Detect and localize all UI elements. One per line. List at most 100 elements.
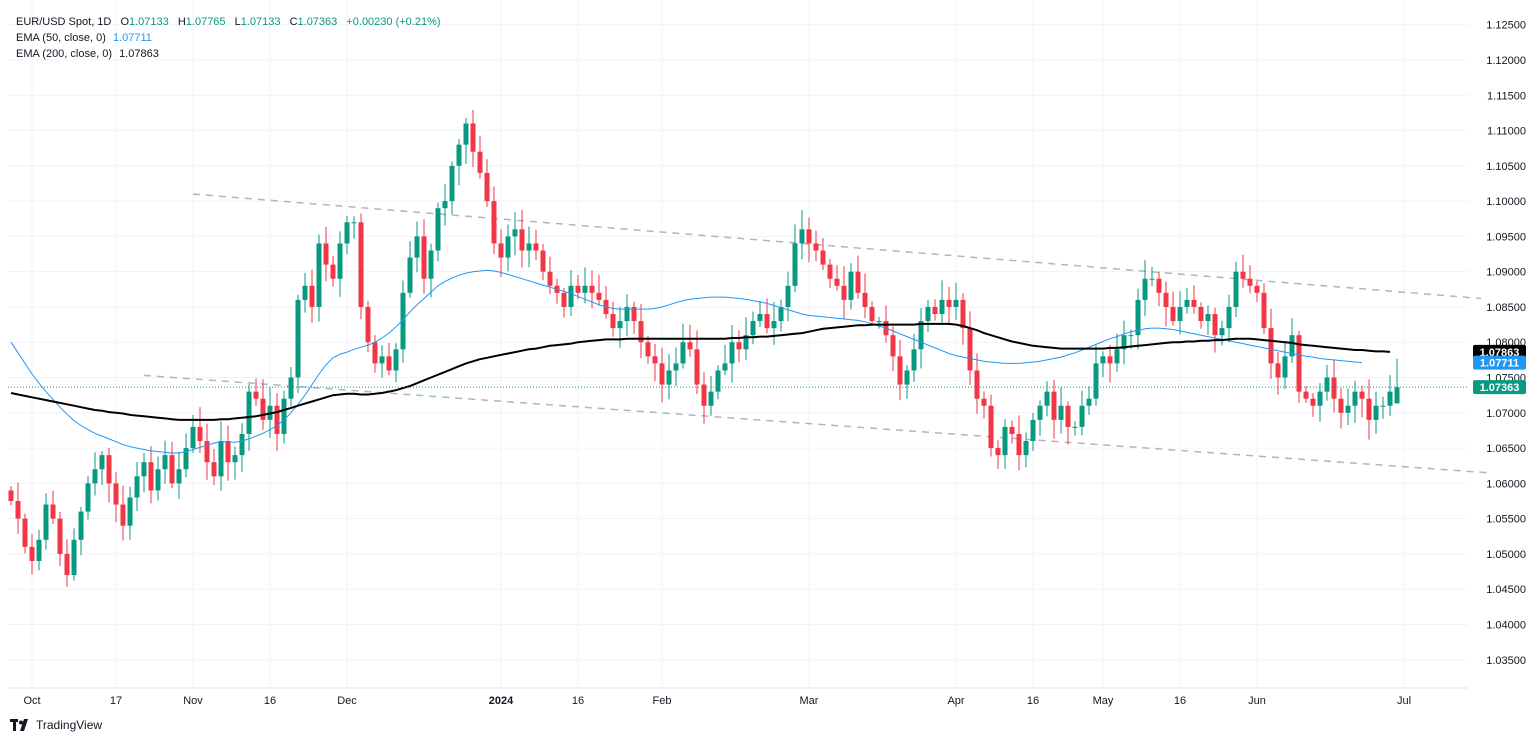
tradingview-logo[interactable]: TradingView	[10, 718, 102, 732]
candle-down	[652, 356, 658, 364]
candle-down	[869, 306, 875, 322]
candle-up	[1114, 349, 1120, 364]
candle-down	[701, 384, 707, 406]
candle-down	[372, 342, 378, 364]
close-label: C	[289, 16, 298, 28]
candle-up	[729, 342, 735, 364]
candle-down	[169, 455, 175, 484]
candle-down	[1163, 292, 1169, 307]
x-tick-label: 16	[572, 695, 584, 707]
tradingview-icon	[10, 719, 28, 731]
x-tick-label: 17	[110, 695, 122, 707]
candle-down	[1268, 328, 1274, 364]
y-tick-label: 1.04500	[1486, 584, 1526, 596]
y-tick-label: 1.03500	[1486, 655, 1526, 667]
open-value: 1.07133	[129, 16, 169, 28]
ema200-line	[10, 322, 1391, 421]
candle-up	[1380, 405, 1386, 407]
candle-down	[1156, 278, 1162, 293]
candle-down	[981, 398, 987, 406]
candle-up	[337, 243, 343, 279]
candle-up	[1282, 356, 1288, 378]
candle-down	[645, 342, 651, 357]
y-tick-label: 1.07000	[1486, 408, 1526, 420]
candle-down	[1296, 335, 1302, 392]
candle-down	[1240, 271, 1246, 279]
y-tick-label: 1.06000	[1486, 478, 1526, 490]
candle-down	[834, 278, 840, 286]
lower-channel-trendline	[143, 374, 1489, 474]
y-tick-label: 1.05000	[1486, 549, 1526, 561]
candle-up	[134, 476, 140, 498]
x-tick-label: Mar	[800, 695, 819, 707]
candle-up	[1086, 398, 1092, 406]
candle-up	[1037, 405, 1043, 420]
candle-up	[127, 497, 133, 526]
change-value: +0.00230 (+0.21%)	[346, 16, 441, 28]
candle-up	[939, 299, 945, 315]
candle-up	[771, 321, 777, 329]
candle-down	[841, 285, 847, 300]
candle-up	[715, 370, 721, 392]
candle-up	[1219, 328, 1225, 336]
candle-down	[694, 349, 700, 385]
ema50-price-badge: 1.07711	[1480, 358, 1519, 370]
candle-up	[435, 208, 441, 251]
candle-down	[1212, 314, 1218, 336]
candle-up	[617, 321, 623, 329]
legend-ohlc-row[interactable]: EUR/USD Spot, 1D O1.07133 H1.07765 L1.07…	[16, 14, 447, 30]
legend-ema50-row[interactable]: EMA (50, close, 0) 1.07711	[16, 30, 447, 46]
candle-down	[855, 271, 861, 293]
y-tick-label: 1.06500	[1486, 443, 1526, 455]
candle-up	[778, 306, 784, 322]
candle-up	[239, 433, 245, 456]
candle-up	[71, 539, 77, 576]
price-axis[interactable]: 1.12500 1.12000 1.11500 1.11000 1.10500 1.100…	[1486, 20, 1526, 667]
candle-up	[1121, 335, 1127, 350]
candle-down	[631, 306, 637, 322]
candle-up	[1177, 306, 1183, 322]
candle-up	[1128, 335, 1134, 337]
candle-up	[1002, 426, 1008, 456]
x-tick-label: Nov	[183, 695, 203, 707]
candle-up	[624, 306, 630, 322]
candle-down	[323, 243, 329, 265]
candle-up	[1044, 391, 1050, 406]
ema50-label: EMA (50, close, 0)	[16, 32, 106, 44]
candle-down	[1261, 292, 1267, 329]
tradingview-name: TradingView	[36, 718, 103, 732]
trendlines[interactable]	[143, 193, 1489, 474]
candle-down	[15, 501, 21, 519]
candle-up	[904, 370, 910, 385]
candle-up	[36, 539, 42, 561]
candle-down	[596, 292, 602, 300]
candle-up	[400, 292, 406, 350]
candle-down	[575, 285, 581, 293]
candle-up	[92, 469, 98, 484]
candle-up	[1233, 271, 1239, 307]
y-tick-label: 1.12000	[1486, 55, 1526, 67]
candle-down	[988, 405, 994, 449]
candle-down	[995, 448, 1001, 456]
candle-down	[1247, 278, 1253, 286]
candle-down	[1275, 363, 1281, 378]
time-axis[interactable]: Oct 17 Nov 16 Dec 2024 16 Feb Mar Apr 16 May 16 Jun Ju…	[23, 695, 1411, 707]
candle-down	[687, 342, 693, 350]
candle-down	[1331, 377, 1337, 399]
y-tick-label: 1.11000	[1487, 126, 1526, 138]
candle-down	[225, 441, 231, 463]
candle-down	[204, 441, 210, 463]
candle-down	[1198, 306, 1204, 322]
candle-down	[386, 356, 392, 371]
x-tick-label: Jul	[1397, 695, 1411, 707]
candle-down	[813, 243, 819, 251]
candle-up	[911, 349, 917, 371]
candle-down	[897, 356, 903, 385]
open-label: O	[120, 16, 129, 28]
candle-down	[1359, 391, 1365, 399]
candle-down	[946, 299, 952, 307]
candle-down	[197, 426, 203, 442]
legend-ema200-row[interactable]: EMA (200, close, 0) 1.07863	[16, 46, 447, 62]
candle-up	[680, 342, 686, 364]
